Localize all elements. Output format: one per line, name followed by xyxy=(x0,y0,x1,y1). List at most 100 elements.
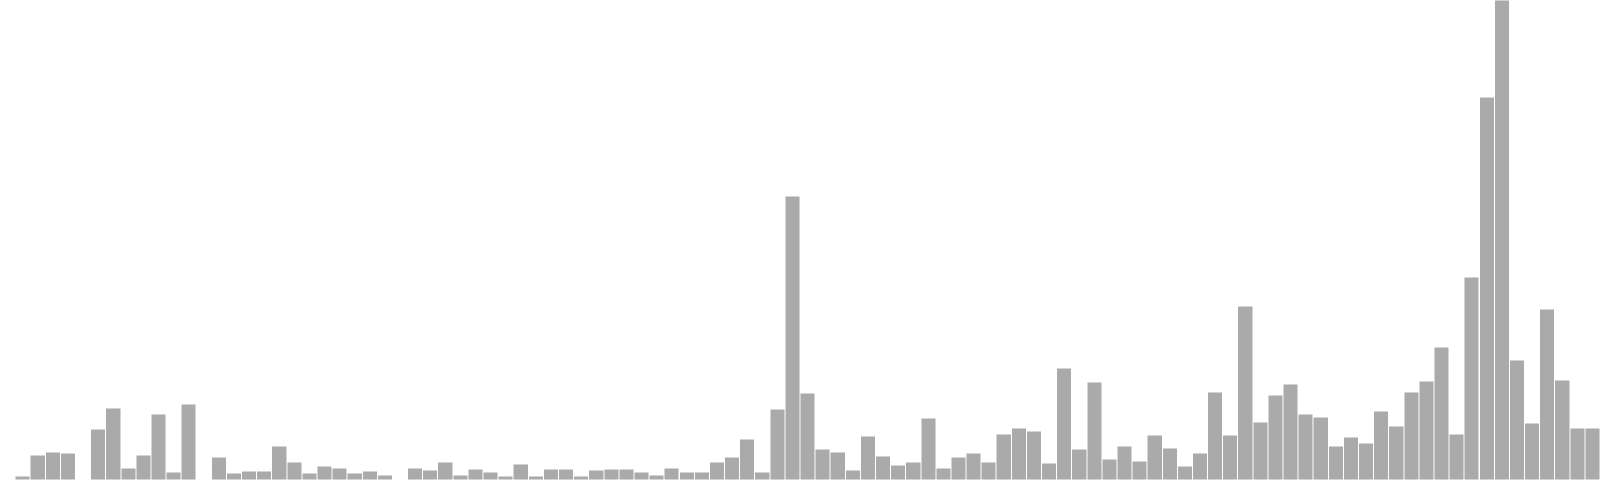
bar-93 xyxy=(1403,391,1420,480)
bar-50 xyxy=(754,471,771,480)
bar-95 xyxy=(1433,346,1450,480)
bar-105 xyxy=(1584,427,1600,480)
bar-61 xyxy=(920,417,937,480)
bar-85 xyxy=(1282,383,1299,480)
bar-53 xyxy=(799,392,816,480)
bar-6 xyxy=(90,428,107,480)
bar-24 xyxy=(361,470,378,480)
bar-52 xyxy=(784,195,801,480)
bar-22 xyxy=(331,467,348,480)
bar-65 xyxy=(980,461,997,480)
bar-76 xyxy=(1146,434,1163,480)
bar-11 xyxy=(165,471,182,480)
bar-67 xyxy=(1010,427,1027,480)
bar-99 xyxy=(1493,0,1510,480)
bar-31 xyxy=(467,468,484,480)
bar-103 xyxy=(1554,379,1571,480)
bar-62 xyxy=(935,467,952,480)
bar-72 xyxy=(1086,381,1103,480)
bar-73 xyxy=(1101,458,1118,480)
bar-14 xyxy=(210,456,227,480)
bar-63 xyxy=(950,456,967,480)
bar-80 xyxy=(1207,391,1224,480)
bar-4 xyxy=(59,452,76,480)
bar-71 xyxy=(1071,448,1088,480)
bar-86 xyxy=(1297,413,1314,480)
bar-91 xyxy=(1373,410,1390,480)
bar-94 xyxy=(1418,380,1435,480)
bar-2 xyxy=(29,454,46,480)
bar-47 xyxy=(708,461,726,480)
bar-16 xyxy=(241,470,258,480)
bar-36 xyxy=(542,468,559,480)
bar-100 xyxy=(1508,359,1526,480)
bar-102 xyxy=(1539,308,1556,480)
bar-20 xyxy=(301,472,318,480)
bar-75 xyxy=(1131,460,1148,480)
bar-79 xyxy=(1191,452,1209,480)
bar-39 xyxy=(588,469,605,480)
bar-42 xyxy=(633,471,650,480)
bar-19 xyxy=(286,461,303,480)
bar-33 xyxy=(497,475,514,480)
bar-98 xyxy=(1478,96,1495,480)
bar-92 xyxy=(1388,425,1405,480)
bar-15 xyxy=(225,472,243,480)
bar-59 xyxy=(890,464,907,480)
bar-18 xyxy=(271,445,288,480)
bar-90 xyxy=(1357,442,1375,480)
bar-44 xyxy=(663,467,680,480)
bar-104 xyxy=(1569,427,1586,480)
bar-12 xyxy=(180,403,197,480)
bar-89 xyxy=(1342,436,1359,480)
bar-1 xyxy=(14,475,31,480)
bar-40 xyxy=(603,468,620,480)
bar-7 xyxy=(105,407,122,480)
bar-28 xyxy=(422,469,439,480)
bar-32 xyxy=(482,471,499,480)
bar-3 xyxy=(44,451,61,480)
bar-38 xyxy=(573,475,590,480)
bar-43 xyxy=(648,474,665,480)
bar-74 xyxy=(1116,445,1133,480)
bar-101 xyxy=(1524,422,1541,480)
bar-77 xyxy=(1161,447,1178,480)
bar-55 xyxy=(829,451,846,480)
bar-41 xyxy=(618,468,635,480)
bar-69 xyxy=(1041,462,1058,480)
bar-64 xyxy=(965,452,982,480)
bar-82 xyxy=(1237,305,1254,480)
bar-88 xyxy=(1327,445,1344,480)
bar-57 xyxy=(859,435,876,480)
bar-58 xyxy=(874,455,892,480)
bar-17 xyxy=(256,470,273,480)
bar-21 xyxy=(316,465,333,480)
bar-68 xyxy=(1025,430,1043,480)
bar-9 xyxy=(135,454,152,480)
bar-97 xyxy=(1463,276,1480,480)
bar-70 xyxy=(1056,367,1073,480)
bar-84 xyxy=(1267,394,1284,480)
bar-83 xyxy=(1252,421,1269,480)
bar-23 xyxy=(346,472,363,480)
bar-78 xyxy=(1176,465,1193,480)
bar-48 xyxy=(724,456,741,480)
bar-49 xyxy=(739,438,756,480)
bar-34 xyxy=(512,463,529,480)
bar-10 xyxy=(150,413,167,480)
bar-29 xyxy=(437,461,454,480)
bar-30 xyxy=(452,474,469,480)
bar-87 xyxy=(1312,416,1329,480)
bar-96 xyxy=(1448,433,1465,480)
bar-27 xyxy=(407,467,424,480)
bar-51 xyxy=(769,408,786,480)
bar-8 xyxy=(120,467,137,480)
bar-46 xyxy=(693,471,710,480)
bar-81 xyxy=(1222,434,1239,480)
bar-25 xyxy=(376,474,393,480)
bar-60 xyxy=(905,461,922,480)
bar-56 xyxy=(844,469,861,480)
